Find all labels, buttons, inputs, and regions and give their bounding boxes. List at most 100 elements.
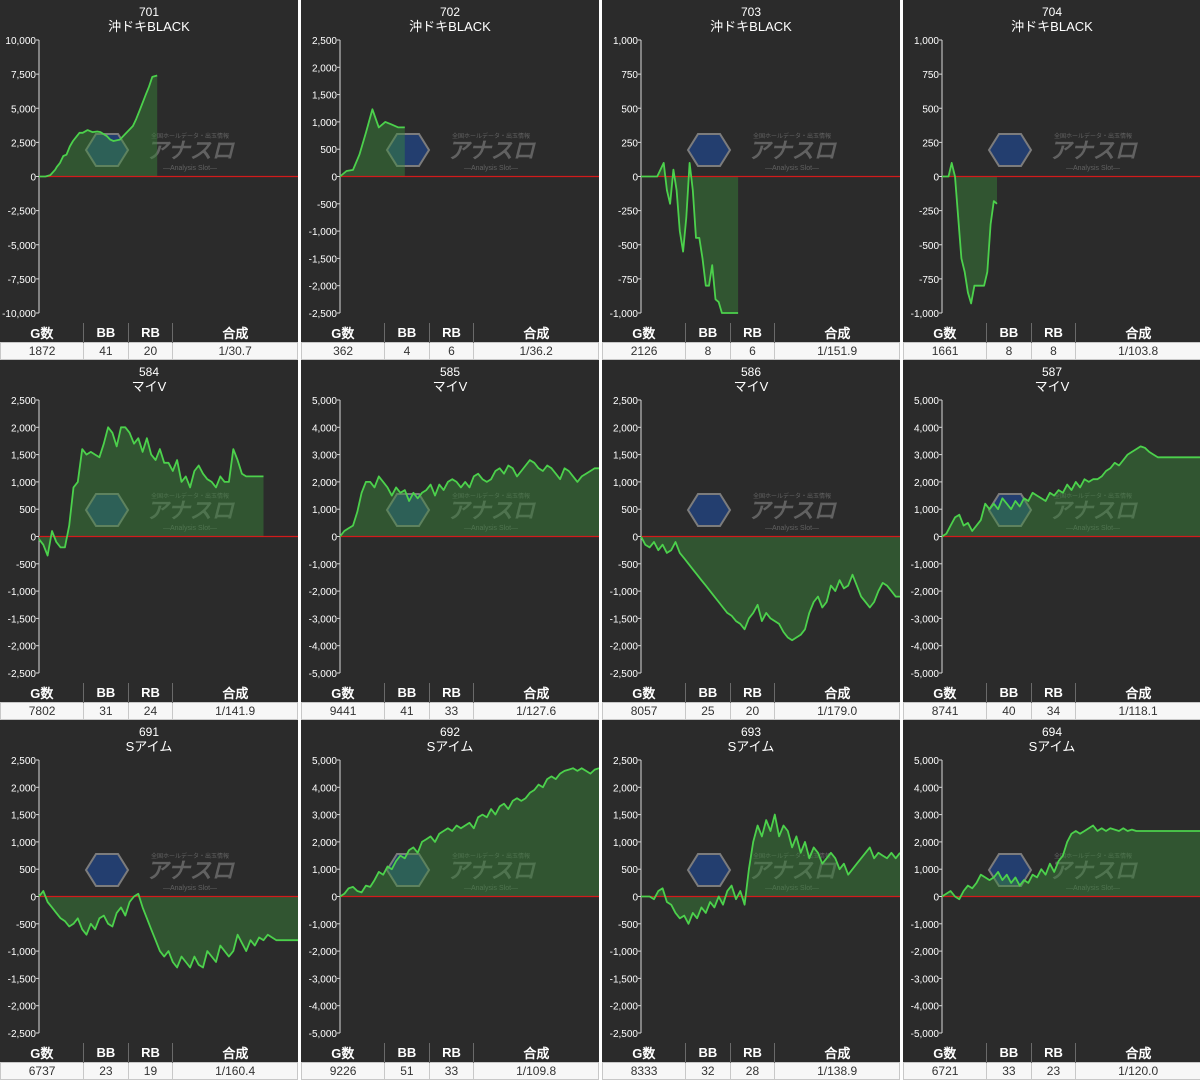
y-tick-label: 3,000 xyxy=(914,811,939,822)
watermark: アナスロ―Analysis Slot― 全国ホールデータ・出玉情報 xyxy=(686,132,838,172)
y-tick-label: -5,000 xyxy=(911,1029,940,1040)
stats-combined-value: 1/109.8 xyxy=(473,1062,599,1080)
y-tick-label: -4,000 xyxy=(911,642,940,653)
stats-combined-value: 1/141.9 xyxy=(172,702,298,720)
watermark-logo-icon xyxy=(385,853,431,887)
y-tick-label: -2,000 xyxy=(8,1002,37,1013)
y-tick-label: 1,500 xyxy=(11,451,36,462)
y-tick-label: -7,500 xyxy=(8,275,37,286)
series-line xyxy=(339,767,599,898)
y-tick-label: 2,500 xyxy=(11,138,36,149)
y-tick-label: 0 xyxy=(30,173,36,184)
y-tick-label: 0 xyxy=(30,533,36,544)
y-tick-label: -1,000 xyxy=(8,947,37,958)
stats-bb-value: 25 xyxy=(685,702,731,720)
watermark: アナスロ―Analysis Slot― 全国ホールデータ・出玉情報 xyxy=(84,132,236,172)
chart-panel: 691 Sアイム 2,500 2,000 1,500 1,000 500 0 -500 -1,00… xyxy=(0,720,298,1080)
y-tick-label: 2,500 xyxy=(613,396,638,407)
watermark-logo-icon xyxy=(385,133,431,167)
stats-header-rb: RB xyxy=(1030,683,1076,703)
stats-header-bb: BB xyxy=(986,323,1032,343)
watermark-logo-icon xyxy=(686,853,732,887)
stats-rb-value: 20 xyxy=(729,702,776,720)
y-tick-label: -2,500 xyxy=(8,669,37,680)
stats-games-value: 7802 xyxy=(0,702,85,720)
stats-header-combined: 合成 xyxy=(473,323,599,343)
stats-games-value: 8741 xyxy=(902,702,988,720)
watermark-name: アナスロ xyxy=(1049,859,1139,884)
chart-panel: 692 Sアイム 5,000 4,000 3,000 2,000 1,000 0 -1,000 -… xyxy=(300,720,599,1080)
chart-panel: 585 マイV 5,000 4,000 3,000 2,000 1,000 0 -1,000 -2… xyxy=(300,360,599,720)
stats-table: G数 BB RB 合成 8741 40 34 1/118.1 xyxy=(902,683,1200,720)
watermark-tagline: 全国ホールデータ・出玉情報 xyxy=(1054,132,1132,140)
stats-games-value: 1661 xyxy=(902,342,988,360)
y-tick-label: -5,000 xyxy=(911,669,940,680)
y-tick-label: -5,000 xyxy=(309,1029,338,1040)
y-tick-label: 0 xyxy=(632,533,638,544)
y-tick-label: -3,000 xyxy=(911,614,940,625)
watermark-subtitle: ―Analysis Slot― xyxy=(163,165,217,172)
y-tick-label: -1,000 xyxy=(610,947,639,958)
series-line xyxy=(38,890,298,969)
series-line xyxy=(640,536,900,642)
y-tick-label: -1,000 xyxy=(911,920,940,931)
stats-header-rb: RB xyxy=(127,683,173,703)
stats-header-games: G数 xyxy=(0,683,84,703)
chart-model-name: マイV xyxy=(132,379,167,394)
watermark-name: アナスロ xyxy=(748,499,838,524)
stats-rb-value: 28 xyxy=(729,1062,776,1080)
chart-panel: 703 沖ドキBLACK 1,000 750 500 250 0 -250 -500 -750 -1… xyxy=(601,0,900,360)
watermark-name: アナスロ xyxy=(1049,139,1139,164)
y-tick-label: 2,500 xyxy=(11,756,36,767)
y-tick-label: 1,000 xyxy=(914,505,939,516)
stats-games-value: 362 xyxy=(300,342,386,360)
series-line xyxy=(339,108,405,178)
stats-header-bb: BB xyxy=(384,323,430,343)
series-area xyxy=(942,446,1200,537)
stats-header-bb: BB xyxy=(986,683,1032,703)
watermark-tagline: 全国ホールデータ・出玉情報 xyxy=(1054,492,1132,500)
y-tick-label: 750 xyxy=(922,70,939,81)
y-tick-label: -250 xyxy=(919,207,939,218)
y-tick-label: 2,000 xyxy=(312,478,337,489)
stats-header-rb: RB xyxy=(428,1043,474,1063)
chart-machine-number: 694 xyxy=(1042,725,1062,739)
y-tick-label: -1,000 xyxy=(8,587,37,598)
stats-combined-value: 1/179.0 xyxy=(774,702,900,720)
stats-header-combined: 合成 xyxy=(1075,323,1200,343)
stats-header-combined: 合成 xyxy=(774,683,900,703)
watermark-subtitle: ―Analysis Slot― xyxy=(765,165,819,172)
y-tick-label: -4,000 xyxy=(309,642,338,653)
y-tick-label: -1,000 xyxy=(610,587,639,598)
stats-header-combined: 合成 xyxy=(1075,683,1200,703)
stats-header-combined: 合成 xyxy=(473,1043,599,1063)
stats-rb-value: 8 xyxy=(1030,342,1077,360)
stats-games-value: 8333 xyxy=(601,1062,687,1080)
y-tick-label: 10,000 xyxy=(5,36,36,47)
watermark-subtitle: ―Analysis Slot― xyxy=(765,525,819,532)
chart-model-name: 沖ドキBLACK xyxy=(1011,19,1093,34)
y-tick-label: 2,000 xyxy=(11,423,36,434)
stats-rb-value: 20 xyxy=(127,342,174,360)
stats-bb-value: 4 xyxy=(384,342,430,360)
y-tick-label: 2,000 xyxy=(914,838,939,849)
y-tick-label: -2,000 xyxy=(610,642,639,653)
y-tick-label: 500 xyxy=(621,505,638,516)
y-tick-label: 500 xyxy=(621,865,638,876)
y-tick-label: -2,500 xyxy=(8,207,37,218)
stats-header-rb: RB xyxy=(729,683,775,703)
stats-combined-value: 1/118.1 xyxy=(1075,702,1200,720)
stats-table: G数 BB RB 合成 8333 32 28 1/138.9 xyxy=(601,1043,900,1080)
watermark-name: アナスロ xyxy=(146,499,236,524)
chart-machine-number: 691 xyxy=(139,725,159,739)
series-line xyxy=(38,426,264,557)
chart-panel: 693 Sアイム 2,500 2,000 1,500 1,000 500 0 -500 -1,00… xyxy=(601,720,900,1080)
stats-header-rb: RB xyxy=(1030,323,1076,343)
stats-header-games: G数 xyxy=(602,683,686,703)
y-tick-label: -1,000 xyxy=(309,227,338,238)
stats-header-games: G数 xyxy=(602,323,686,343)
stats-header-rb: RB xyxy=(428,323,474,343)
y-tick-label: -1,000 xyxy=(911,560,940,571)
